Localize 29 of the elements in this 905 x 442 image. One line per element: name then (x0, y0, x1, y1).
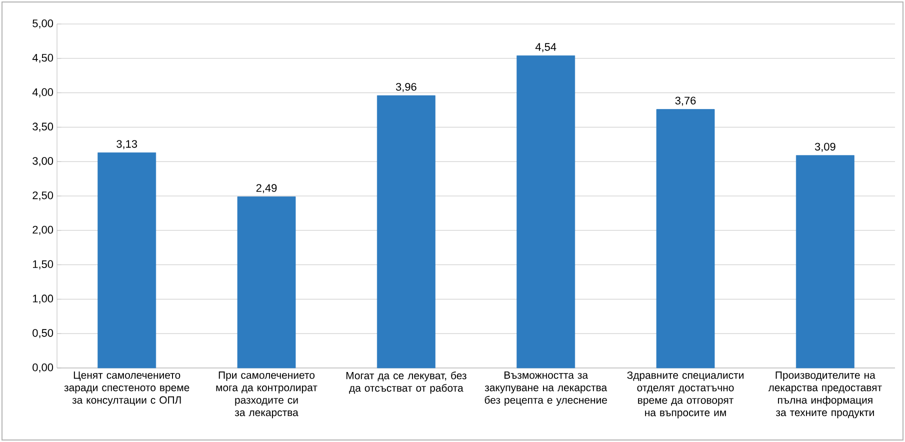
x-tick-label: Възможността за закупуване на лекарства без рецепта е улеснение (484, 372, 608, 406)
y-tick-label: 2,50 (32, 191, 54, 201)
x-tick-label: При самолечението мога да контролират разходите си за лекарства (216, 372, 318, 418)
y-tick-label: 3,50 (32, 122, 54, 132)
y-tick-label: 1,50 (32, 260, 54, 270)
x-tick-label: Ценят самолечението заради спестеното време за консултации с ОПЛ (64, 372, 190, 406)
y-tick-label: 4,50 (32, 54, 54, 63)
bar (796, 155, 854, 368)
y-tick-label: 0,50 (32, 329, 54, 338)
data-label: 3,09 (814, 142, 836, 152)
bar (376, 95, 436, 368)
y-tick-label: 4,00 (32, 88, 54, 98)
data-label: 2,49 (256, 184, 277, 194)
x-tick-label: Здравните специалисти отделят достатъчно време да отговорят на въпросите им (627, 372, 744, 418)
y-tick-label: 2,00 (32, 226, 54, 235)
data-label: 4,54 (535, 43, 556, 52)
data-label: 3,76 (675, 96, 696, 106)
y-tick-label: 0,00 (32, 363, 54, 373)
data-label: 3,96 (396, 82, 416, 92)
y-tick-label: 5,00 (32, 19, 54, 29)
y-tick-label: 1,00 (32, 294, 54, 304)
bar (656, 109, 715, 368)
bar (516, 55, 576, 368)
bar (98, 152, 156, 368)
x-tick-label: Производителите на лекарства предоставят пълна информация за техните продукти (768, 372, 882, 418)
x-tick-label: Могат да се лекуват, без да отсъстват от работа (346, 372, 466, 394)
data-label: 3,13 (116, 140, 138, 150)
y-tick-label: 3,00 (32, 157, 54, 166)
bar (237, 196, 296, 368)
